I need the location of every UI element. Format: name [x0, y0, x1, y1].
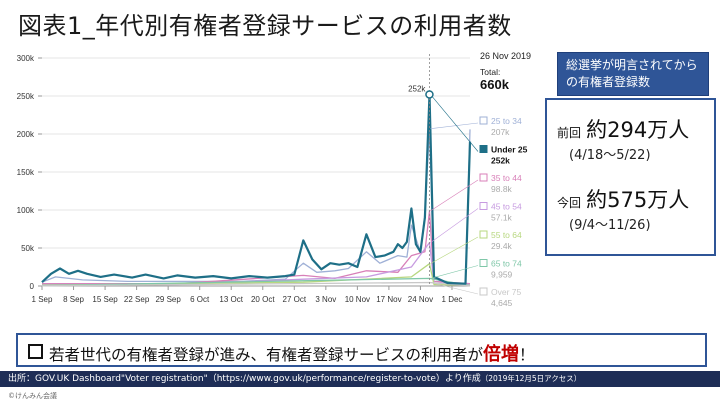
- legend-connector: [430, 265, 479, 279]
- y-axis-ticks: 0 50k 100k 150k 200k 250k 300k: [17, 54, 42, 291]
- x-tick-label: 10 Nov: [345, 295, 370, 304]
- total-box: 26 Nov 2019 Total: 660k: [480, 51, 545, 92]
- legend-connector: [430, 94, 479, 152]
- legend-value: 57.1k: [491, 213, 513, 223]
- x-tick-label: 1 Sep: [32, 295, 53, 304]
- x-axis-ticks: 1 Sep 8 Sep 15 Sep 22 Sep 29 Sep 6 Oct 13 Oct 2…: [32, 286, 463, 304]
- copyright: ©けんみん会議: [8, 392, 57, 400]
- x-tick-label: 24 Nov: [408, 295, 433, 304]
- x-tick-label: 27 Oct: [283, 295, 307, 304]
- previous-dates: (4/18〜5/22): [569, 148, 651, 163]
- legend-swatch: [479, 202, 488, 210]
- x-tick-label: 8 Sep: [63, 295, 84, 304]
- x-tick-label: 20 Oct: [251, 295, 275, 304]
- source-main: 出所：GOV.UK Dashboard"Voter registration"（…: [8, 374, 481, 384]
- conclusion-box: 若者世代の有権者登録が進み、有権者登録サービスの利用者が倍増！: [16, 333, 707, 367]
- current-dates: (9/4〜11/26): [569, 218, 651, 233]
- total-label: Total:: [480, 67, 501, 77]
- line-chart: 0 50k 100k 150k 200k 250k 300k 1 Sep 8 Sep 15 Se…: [17, 54, 528, 308]
- x-tick-label: 22 Sep: [124, 295, 150, 304]
- current-value: 約575万人: [586, 188, 690, 212]
- x-tick-label: 29 Sep: [155, 295, 181, 304]
- legend-name: Under 25: [491, 145, 528, 155]
- y-tick-label: 100k: [17, 206, 35, 215]
- legend-swatch: [479, 173, 488, 182]
- legend-value: 29.4k: [491, 241, 513, 251]
- legend-connector: [430, 179, 479, 212]
- x-tick-label: 13 Oct: [219, 295, 243, 304]
- legend-swatch: [479, 287, 488, 296]
- conclusion-highlight: 倍増: [483, 344, 520, 365]
- series-line: [41, 128, 471, 286]
- callout-box: 総選挙が明言されてから の有権者登録数: [557, 52, 709, 96]
- source-note: （2019年12月5日アクセス）: [480, 374, 582, 383]
- previous-label: 前回: [557, 126, 582, 140]
- legend-swatch: [479, 145, 488, 153]
- legend-swatch: [479, 259, 488, 267]
- current-label: 今回: [557, 196, 582, 210]
- y-tick-label: 200k: [17, 130, 35, 139]
- x-tick-label: 6 Oct: [190, 295, 210, 304]
- current-row: 今回 約575万人 (9/4〜11/26): [557, 184, 689, 233]
- legend-value: 207k: [491, 127, 510, 137]
- x-tick-label: 15 Sep: [92, 295, 118, 304]
- legend-name: 45 to 54: [491, 202, 522, 212]
- checkbox-icon: [28, 344, 43, 359]
- chart-series: [41, 93, 472, 287]
- legend-swatch: [479, 230, 488, 239]
- legend-value: 4,645: [491, 298, 513, 308]
- x-tick-label: 1 Dec: [442, 295, 463, 304]
- y-tick-label: 250k: [17, 92, 35, 101]
- previous-value: 約294万人: [586, 118, 690, 142]
- legend-name: 35 to 44: [491, 173, 522, 183]
- y-tick-label: 50k: [21, 244, 35, 253]
- total-date: 26 Nov 2019: [480, 51, 532, 61]
- legend-value: 98.8k: [491, 184, 513, 194]
- peak-marker: [425, 90, 434, 99]
- legend-name: Over 75: [491, 287, 522, 297]
- source-bar: 出所：GOV.UK Dashboard"Voter registration"（…: [0, 371, 720, 387]
- total-value: 660k: [480, 77, 509, 92]
- page-title: 図表1_年代別有権者登録サービスの利用者数: [18, 12, 512, 40]
- peak-label: 252k: [408, 84, 426, 93]
- previous-row: 前回 約294万人 (4/18〜5/22): [557, 114, 689, 163]
- series-line: [42, 210, 471, 285]
- legend-connector: [430, 236, 479, 264]
- legend-connector: [430, 208, 479, 243]
- legend-name: 25 to 34: [491, 116, 522, 126]
- conclusion-after: ！: [519, 346, 535, 364]
- legend-value: 9,959: [491, 270, 513, 280]
- legend-swatch: [479, 116, 488, 125]
- x-tick-label: 3 Nov: [315, 295, 336, 304]
- legend-connector: [430, 282, 479, 295]
- y-tick-label: 150k: [17, 168, 35, 177]
- legend-name: 65 to 74: [491, 259, 522, 269]
- chart-annotations: 252k: [408, 54, 434, 286]
- comparison-box: 前回 約294万人 (4/18〜5/22) 今回 約575万人 (9/4〜11/…: [545, 98, 716, 256]
- legend-name: 55 to 64: [491, 230, 522, 240]
- series-line: [41, 93, 472, 285]
- conclusion-text: 若者世代の有権者登録が進み、有権者登録サービスの利用者が倍増！: [28, 340, 535, 366]
- conclusion-before: 若者世代の有権者登録が進み、有権者登録サービスの利用者が: [49, 346, 484, 364]
- legend-connector: [430, 122, 479, 129]
- x-tick-label: 17 Nov: [376, 295, 401, 304]
- y-tick-label: 300k: [17, 54, 35, 63]
- y-tick-label: 0: [30, 282, 35, 291]
- chart-grid: [42, 57, 470, 287]
- legend-value: 252k: [491, 156, 510, 166]
